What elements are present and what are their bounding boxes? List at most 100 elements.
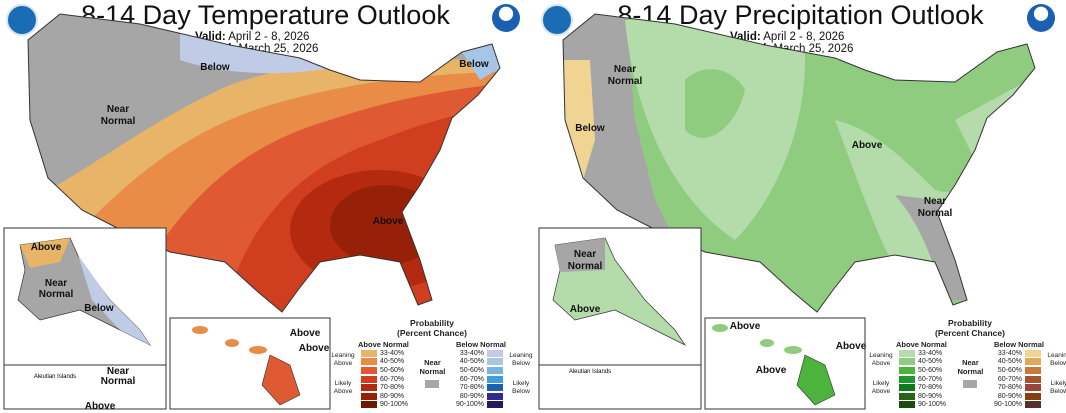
leaning-above-label: Leaning Above xyxy=(331,352,355,367)
color-swatch xyxy=(486,384,503,392)
svg-text:Below: Below xyxy=(200,62,230,73)
legend-swatch: 40-50% xyxy=(994,358,1044,367)
legend-swatch: 80-90% xyxy=(358,392,409,401)
svg-text:Below: Below xyxy=(575,123,605,134)
legend-swatch: 50-60% xyxy=(994,366,1044,375)
near-normal-swatch xyxy=(425,380,440,388)
temperature-outlook-panel: 8-14 Day Temperature Outlook Valid: Apri… xyxy=(0,0,533,413)
color-swatch xyxy=(361,401,377,409)
legend-swatch: 50-60% xyxy=(358,366,409,375)
svg-text:Normal: Normal xyxy=(101,376,136,387)
svg-text:Normal: Normal xyxy=(101,116,136,127)
color-swatch xyxy=(361,392,377,400)
color-swatch xyxy=(486,401,503,409)
legend-swatch: 60-70% xyxy=(358,375,409,384)
color-swatch xyxy=(486,349,503,357)
color-swatch xyxy=(1024,375,1041,383)
svg-text:Near: Near xyxy=(614,64,636,75)
svg-text:Above: Above xyxy=(730,321,761,332)
legend-swatch: 33-40% xyxy=(358,349,409,358)
legend-swatch: 60-70% xyxy=(994,375,1044,384)
likely-below-label: Likely Below xyxy=(512,380,530,395)
color-swatch xyxy=(899,384,915,392)
leaning-above-label: Leaning Above xyxy=(869,352,893,367)
above-normal-scale: Above Normal 33-40% 40-50% 50-60% 60-70% 70-8… xyxy=(869,340,947,410)
color-swatch xyxy=(1024,358,1041,366)
likely-above-label: Likely Above xyxy=(871,380,891,395)
temperature-map: Below Below Near Normal Above Above Near… xyxy=(3,13,501,412)
color-swatch xyxy=(899,349,915,357)
legend-swatch: 33-40% xyxy=(456,349,506,358)
legend-swatch: 70-80% xyxy=(994,383,1044,392)
color-swatch xyxy=(899,358,915,366)
color-swatch xyxy=(361,349,377,357)
legend-swatch: 90-100% xyxy=(994,401,1044,410)
svg-text:Above: Above xyxy=(570,304,601,315)
color-swatch xyxy=(1024,401,1041,409)
color-swatch xyxy=(486,392,503,400)
near-normal-key: Near Normal xyxy=(957,340,983,409)
below-normal-scale: Below Normal 33-40% 40-50% 50-60% 60-70% 70-8… xyxy=(455,340,533,409)
legend-swatch: 60-70% xyxy=(896,375,947,384)
color-swatch xyxy=(361,366,377,374)
noaa-logo xyxy=(1027,4,1055,32)
near-normal-key: Near Normal xyxy=(419,340,445,409)
above-header: Above Normal xyxy=(358,340,409,349)
svg-text:Near: Near xyxy=(107,366,129,377)
svg-text:Near: Near xyxy=(924,196,946,207)
svg-text:Above: Above xyxy=(299,343,330,354)
legend-swatch: 40-50% xyxy=(456,358,506,367)
color-swatch xyxy=(899,375,915,383)
commerce-seal-logo xyxy=(541,4,573,36)
color-swatch xyxy=(899,392,915,400)
svg-text:Above: Above xyxy=(836,341,867,352)
color-swatch xyxy=(1024,384,1041,392)
svg-text:Normal: Normal xyxy=(918,208,953,219)
valid-dates: Valid: April 2 - 8, 2026 xyxy=(730,31,845,43)
color-swatch xyxy=(1024,366,1041,374)
leaning-below-label: Leaning Below xyxy=(509,352,533,367)
legend-swatch: 50-60% xyxy=(896,366,947,375)
noaa-logo xyxy=(492,4,520,32)
svg-text:Aleutian Islands: Aleutian Islands xyxy=(34,374,76,380)
probability-legend: Probability (Percent Chance) Above Norma… xyxy=(331,318,533,409)
legend-swatch: 33-40% xyxy=(994,349,1044,358)
svg-text:Above: Above xyxy=(85,401,116,412)
legend-swatch: 70-80% xyxy=(896,383,947,392)
below-header: Below Normal xyxy=(455,340,506,349)
below-normal-scale: Below Normal 33-40% 40-50% 50-60% 60-70% 70-8… xyxy=(994,340,1066,409)
svg-text:Below: Below xyxy=(84,303,114,314)
likely-below-label: Likely Below xyxy=(1050,380,1066,395)
commerce-seal-logo xyxy=(6,4,38,36)
color-swatch xyxy=(486,375,503,383)
legend-swatch: 90-100% xyxy=(896,401,947,410)
color-swatch xyxy=(899,366,915,374)
svg-text:Above: Above xyxy=(290,328,321,339)
color-swatch xyxy=(1024,392,1041,400)
color-swatch xyxy=(361,375,377,383)
legend-swatch: 40-50% xyxy=(358,358,409,367)
color-swatch xyxy=(486,366,503,374)
precipitation-map: Near Normal Below Above Near Normal Near… xyxy=(538,13,1036,410)
svg-text:Above: Above xyxy=(852,140,883,151)
above-header: Above Normal xyxy=(896,340,947,349)
above-normal-scale: Above Normal 33-40% 40-50% 50-60% 60-70% 70-8… xyxy=(331,340,409,409)
leaning-below-label: Leaning Below xyxy=(1047,352,1066,367)
svg-text:Aleutian Islands: Aleutian Islands xyxy=(569,369,611,375)
svg-text:Normal: Normal xyxy=(608,76,643,87)
legend-swatch: 40-50% xyxy=(896,358,947,367)
below-header: Below Normal xyxy=(993,340,1044,349)
color-swatch xyxy=(486,358,503,366)
legend-swatch: 80-90% xyxy=(456,392,506,401)
legend-swatch: 80-90% xyxy=(896,392,947,401)
legend-swatch: 50-60% xyxy=(456,366,506,375)
svg-text:Above: Above xyxy=(31,242,62,253)
legend-swatch: 60-70% xyxy=(456,375,506,384)
likely-above-label: Likely Above xyxy=(333,380,353,395)
svg-text:Normal: Normal xyxy=(39,289,74,300)
legend-swatch: 33-40% xyxy=(896,349,947,358)
svg-text:Near: Near xyxy=(574,249,596,260)
legend-swatch: 70-80% xyxy=(358,383,409,392)
svg-text:Below: Below xyxy=(459,59,489,70)
color-swatch xyxy=(361,358,377,366)
